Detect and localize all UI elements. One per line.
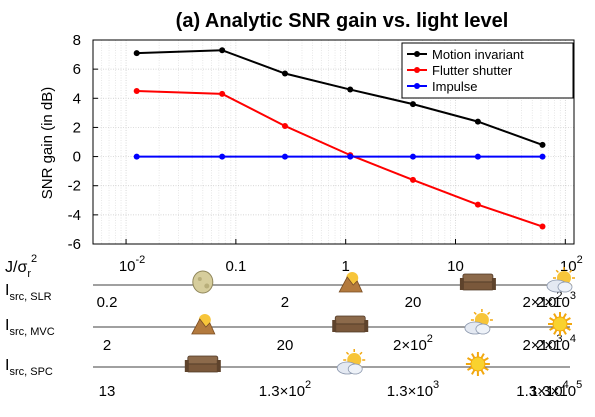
row-value-label: 13 bbox=[99, 383, 116, 400]
row-label: Isrc, SPC bbox=[5, 357, 53, 378]
row-value-label: 2×103 bbox=[523, 333, 563, 354]
row-value-label: 1.3×104 bbox=[516, 379, 568, 400]
plot-frame bbox=[92, 39, 575, 245]
row-value-label: 2×104 bbox=[536, 333, 576, 354]
row-value-label: 20 bbox=[405, 294, 422, 311]
data-point bbox=[539, 141, 546, 148]
moon-icon bbox=[192, 270, 214, 294]
y-tick-label: -2 bbox=[68, 178, 81, 195]
data-point bbox=[281, 122, 288, 129]
data-point bbox=[474, 118, 481, 125]
row-label: Isrc, MVC bbox=[5, 317, 55, 338]
data-point bbox=[219, 90, 226, 97]
dawn-icon bbox=[191, 314, 216, 335]
sun-icon bbox=[548, 312, 572, 336]
data-point bbox=[409, 101, 416, 108]
row-value-label: 0.2 bbox=[97, 294, 118, 311]
cloudy-sun-icon bbox=[464, 309, 493, 335]
data-point bbox=[281, 153, 288, 160]
x-axis: J/σr2 10-2 0.1 1 10 102 bbox=[5, 253, 583, 280]
x-tick-label: 10 bbox=[447, 258, 464, 275]
cloudy-sun-icon bbox=[546, 267, 575, 293]
data-point bbox=[281, 70, 288, 77]
data-point bbox=[347, 86, 354, 93]
row-value-label: 2×102 bbox=[523, 290, 563, 311]
row-value-label: 2×102 bbox=[393, 333, 433, 354]
living-room-icon bbox=[184, 355, 221, 373]
series-line bbox=[136, 90, 543, 228]
series-2 bbox=[133, 153, 546, 160]
row-value-label: 1.3×105 bbox=[530, 379, 582, 400]
cloudy-sun-icon bbox=[336, 349, 366, 375]
data-point bbox=[539, 223, 546, 230]
data-point bbox=[133, 50, 140, 57]
living-room-icon bbox=[459, 273, 496, 291]
data-point bbox=[219, 153, 226, 160]
x-tick-label: 0.1 bbox=[225, 258, 246, 275]
legend-box bbox=[401, 42, 574, 99]
data-point bbox=[474, 153, 481, 160]
chart-title: (a) Analytic SNR gain vs. light level bbox=[176, 10, 509, 32]
row-value-label: 2 bbox=[103, 337, 111, 354]
row-label: Isrc, SLR bbox=[5, 282, 52, 303]
legend-marker bbox=[414, 67, 420, 73]
legend-label: Motion invariant bbox=[432, 47, 524, 62]
y-tick-label: 8 bbox=[73, 32, 81, 49]
legend-label: Impulse bbox=[432, 79, 478, 94]
series-1 bbox=[133, 88, 546, 230]
x-tick-label: 102 bbox=[560, 254, 583, 275]
data-point bbox=[347, 153, 354, 160]
y-tick-label: 0 bbox=[73, 149, 81, 166]
data-point bbox=[409, 176, 416, 183]
data-point bbox=[133, 88, 140, 94]
row-value-label: 1.3×102 bbox=[259, 379, 311, 400]
row-value-label: 2 bbox=[281, 294, 289, 311]
row-value-label: 1.3×103 bbox=[387, 379, 439, 400]
row-value-label: 2×103 bbox=[536, 290, 576, 311]
living-room-icon bbox=[332, 315, 369, 333]
y-tick-label: 4 bbox=[73, 90, 81, 107]
legend-label: Flutter shutter bbox=[432, 63, 513, 78]
row-value-label: 20 bbox=[277, 337, 294, 354]
data-point bbox=[474, 201, 481, 208]
y-tick-label: -4 bbox=[68, 207, 81, 224]
x-axis-label: J/σr2 bbox=[5, 253, 37, 280]
legend-marker bbox=[414, 83, 420, 89]
sun-icon bbox=[465, 352, 490, 376]
dawn-icon bbox=[338, 272, 363, 293]
legend-marker bbox=[414, 51, 420, 57]
x-tick-label: 1 bbox=[342, 258, 350, 275]
data-point bbox=[539, 153, 546, 160]
y-tick-label: 2 bbox=[73, 119, 81, 136]
x-tick-label: 10-2 bbox=[119, 254, 145, 275]
data-point bbox=[409, 153, 416, 160]
series-0 bbox=[133, 47, 546, 148]
data-point bbox=[219, 47, 226, 54]
y-tick-label: -6 bbox=[68, 236, 81, 253]
y-tick-label: 6 bbox=[73, 61, 81, 78]
data-point bbox=[133, 153, 140, 160]
y-axis-label: SNR gain (in dB) bbox=[39, 87, 56, 200]
